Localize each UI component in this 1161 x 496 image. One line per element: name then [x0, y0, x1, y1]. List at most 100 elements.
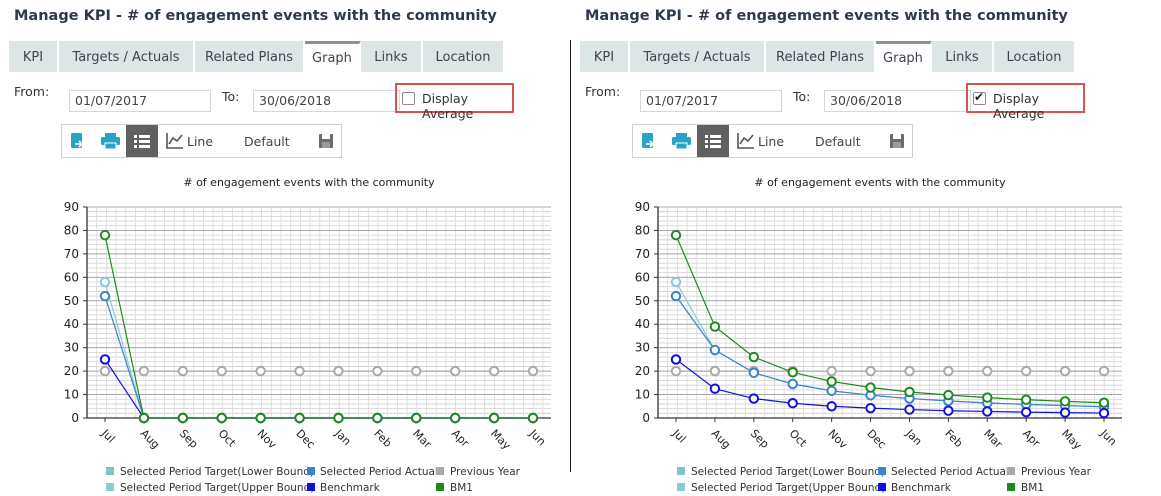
y-tick-label: 60: [635, 270, 650, 284]
tab-kpi[interactable]: KPI: [9, 41, 59, 72]
tab-links[interactable]: Links: [932, 41, 994, 72]
y-tick-label: 70: [64, 247, 79, 261]
line-chart-icon: [166, 133, 183, 149]
tab-related-plans[interactable]: Related Plans: [195, 41, 305, 72]
export-icon: [71, 133, 84, 148]
data-point: [488, 365, 500, 377]
tab-location[interactable]: Location: [423, 41, 505, 72]
series-previous-year: [99, 365, 539, 377]
data-point: [982, 406, 993, 417]
display-average-toggle[interactable]: Display Average: [395, 83, 514, 121]
save-button[interactable]: [883, 125, 911, 157]
to-date-input[interactable]: 30/06/2018: [253, 90, 400, 112]
default-style-button[interactable]: Default: [805, 125, 865, 157]
series-line: [104, 235, 533, 419]
list-view-button[interactable]: [697, 125, 729, 157]
x-tick-label: Mar: [981, 427, 1005, 451]
y-tick-label: 80: [64, 223, 79, 237]
data-point: [904, 386, 915, 398]
data-point: [1020, 406, 1032, 418]
data-point: [865, 402, 876, 414]
tab-targets-actuals[interactable]: Targets / Actuals: [59, 41, 195, 72]
tab-kpi[interactable]: KPI: [580, 41, 630, 72]
series-line: [104, 295, 533, 419]
data-point: [670, 354, 682, 365]
tab-related-plans[interactable]: Related Plans: [766, 41, 876, 72]
data-point: [748, 367, 760, 378]
x-tick-label: Aug: [138, 427, 162, 451]
tab-graph[interactable]: Graph: [876, 41, 932, 72]
data-point: [1059, 400, 1071, 411]
export-icon: [642, 133, 655, 148]
data-point: [488, 412, 500, 424]
legend-label: Benchmark: [891, 482, 952, 494]
list-icon: [134, 135, 150, 148]
data-point: [826, 401, 837, 412]
x-tick-label: Jan: [332, 426, 354, 448]
from-date-input[interactable]: 01/07/2017: [640, 90, 782, 112]
display-average-checkbox[interactable]: [402, 92, 415, 105]
print-button[interactable]: [666, 125, 696, 157]
display-average-checkbox[interactable]: ✔: [973, 90, 986, 105]
page-title: Manage KPI - # of engagement events with…: [14, 8, 497, 24]
x-tick-label: Jan: [903, 426, 925, 448]
data-point: [982, 397, 993, 409]
default-style-label: Default: [815, 134, 861, 149]
default-style-button[interactable]: Default: [234, 125, 294, 157]
data-point: [99, 276, 111, 288]
y-tick-label: 20: [635, 364, 650, 378]
data-point: [709, 365, 721, 377]
data-point: [294, 365, 305, 377]
data-point: [1020, 365, 1032, 377]
display-average-toggle[interactable]: ✔ Display Average: [966, 83, 1085, 121]
legend-swatch: [677, 467, 685, 475]
data-point: [1020, 399, 1032, 410]
data-point: [138, 412, 150, 424]
tab-links[interactable]: Links: [361, 41, 423, 72]
data-point: [943, 365, 954, 377]
to-date-input[interactable]: 30/06/2018: [824, 90, 971, 112]
y-tick-label: 50: [64, 294, 79, 308]
tab-graph[interactable]: Graph: [305, 41, 361, 72]
data-point: [138, 412, 150, 424]
save-button[interactable]: [312, 125, 340, 157]
print-button[interactable]: [95, 125, 125, 157]
line-chart-button[interactable]: Line: [162, 125, 214, 157]
export-button[interactable]: [633, 125, 663, 157]
data-point: [333, 412, 344, 424]
y-tick-label: 40: [64, 317, 79, 331]
data-point: [709, 321, 721, 332]
data-point: [1020, 394, 1032, 405]
data-point: [216, 412, 227, 424]
save-icon: [319, 134, 333, 148]
chart-toolbar: Line Default: [61, 124, 342, 158]
list-view-button[interactable]: [126, 125, 158, 157]
data-point: [865, 365, 876, 377]
legend-swatch: [878, 483, 886, 491]
data-point: [1020, 399, 1032, 410]
data-point: [99, 365, 111, 377]
data-point: [333, 365, 344, 377]
to-label: To:: [222, 89, 240, 104]
from-date-input[interactable]: 01/07/2017: [69, 90, 211, 112]
data-point: [372, 412, 383, 424]
data-point: [449, 412, 461, 424]
legend-swatch: [1007, 467, 1015, 475]
data-point: [372, 412, 383, 424]
data-point: [411, 412, 422, 424]
x-tick-label: Mar: [410, 427, 434, 451]
x-tick-label: May: [488, 427, 514, 453]
data-point: [177, 412, 189, 424]
data-point: [865, 390, 876, 401]
data-point: [216, 412, 227, 424]
data-point: [372, 412, 383, 424]
export-button[interactable]: [62, 125, 92, 157]
series-line: [675, 295, 1105, 408]
data-point: [138, 412, 150, 424]
x-tick-label: Oct: [216, 427, 239, 450]
tab-location[interactable]: Location: [994, 41, 1076, 72]
y-tick-label: 50: [635, 294, 650, 308]
tab-targets-actuals[interactable]: Targets / Actuals: [630, 41, 766, 72]
legend-label: Selected Period Target(Lower Bound): [120, 466, 314, 478]
line-chart-button[interactable]: Line: [733, 125, 785, 157]
